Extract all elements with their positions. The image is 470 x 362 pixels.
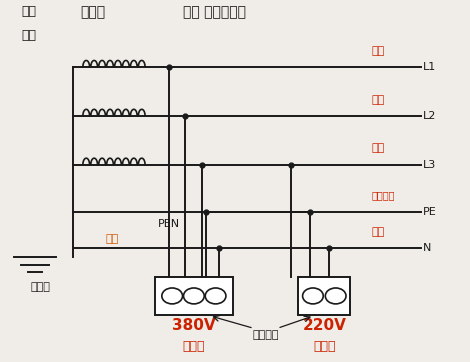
Text: 金属外壳: 金属外壳 [252, 331, 279, 341]
Text: PEN: PEN [157, 219, 180, 230]
Text: 220V: 220V [302, 318, 346, 333]
Text: 接地极: 接地极 [31, 282, 50, 292]
Text: 输电: 输电 [21, 5, 36, 18]
Text: PE: PE [423, 207, 437, 217]
Circle shape [303, 288, 323, 304]
Text: 保护接地: 保护接地 [371, 190, 395, 201]
Text: 线路 三相四线制: 线路 三相四线制 [183, 5, 246, 20]
Text: L3: L3 [423, 160, 436, 170]
Text: 插座器: 插座器 [313, 340, 336, 353]
Circle shape [162, 288, 182, 304]
FancyBboxPatch shape [298, 277, 350, 315]
Text: 零线: 零线 [106, 234, 119, 244]
Text: 火线: 火线 [371, 94, 384, 105]
Text: 380V: 380V [172, 318, 216, 333]
Text: 火线: 火线 [371, 46, 384, 56]
Text: N: N [423, 243, 431, 253]
Text: 火线: 火线 [371, 143, 384, 153]
Text: 线路: 线路 [21, 29, 36, 42]
Text: 零线: 零线 [371, 227, 384, 237]
Text: L1: L1 [423, 62, 436, 72]
Circle shape [184, 288, 204, 304]
Circle shape [325, 288, 346, 304]
Text: L2: L2 [423, 111, 436, 121]
Text: 用电器: 用电器 [183, 340, 205, 353]
FancyBboxPatch shape [155, 277, 233, 315]
Text: 变压器: 变压器 [80, 5, 105, 20]
Circle shape [205, 288, 226, 304]
